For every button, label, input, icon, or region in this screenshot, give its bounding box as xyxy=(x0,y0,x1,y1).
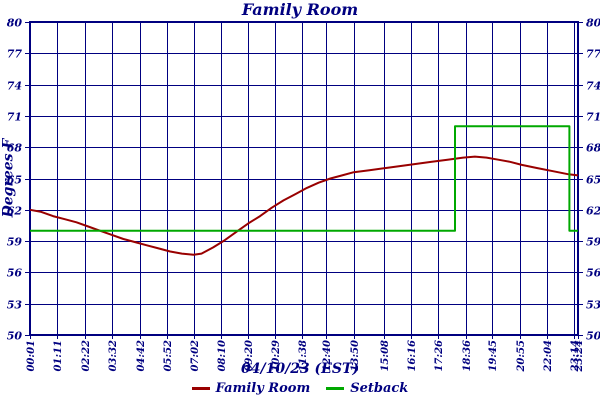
y-tick-label-left: 53 xyxy=(7,299,23,312)
y-tick-label-right: 68 xyxy=(586,142,600,155)
x-tick-label: 23:14 xyxy=(570,340,581,373)
y-tick-label-left: 68 xyxy=(7,142,23,155)
family-room-line-swatch xyxy=(191,387,210,390)
x-tick-label: 19:45 xyxy=(488,340,499,372)
x-tick-label: 08:10 xyxy=(217,340,228,372)
legend-label-family-room: Family Room xyxy=(215,381,311,396)
legend-item-family-room: Family Room xyxy=(191,381,311,396)
x-tick-label: 02:22 xyxy=(81,340,92,372)
y-tick-label-left: 56 xyxy=(7,267,23,280)
y-tick-label-left: 74 xyxy=(7,80,22,93)
y-tick-label-right: 50 xyxy=(586,330,600,343)
x-tick-label: 23:24 xyxy=(574,340,585,373)
x-tick-label: 16:16 xyxy=(407,340,418,372)
y-tick-label-left: 80 xyxy=(7,17,23,30)
x-tick-label: 17:26 xyxy=(434,340,445,372)
y-tick-label-right: 77 xyxy=(586,48,600,61)
y-tick-label-right: 80 xyxy=(586,17,600,30)
y-tick-label-right: 53 xyxy=(586,299,600,312)
y-tick-label-left: 50 xyxy=(7,330,23,343)
setback-series-line xyxy=(30,125,578,232)
x-tick-label: 01:11 xyxy=(53,340,64,372)
plot-border xyxy=(29,21,579,336)
y-tick-label-left: 65 xyxy=(7,174,22,187)
y-tick-label-right: 74 xyxy=(586,80,600,93)
x-tick-label: 13:50 xyxy=(350,340,361,372)
y-tick-label-right: 65 xyxy=(586,174,600,187)
x-axis-title: 04/10/23 (EST) xyxy=(241,361,359,377)
x-tick-label: 03:32 xyxy=(108,340,119,372)
family-room-series-line xyxy=(29,155,579,256)
gridlines xyxy=(25,22,583,339)
y-tick-label-left: 77 xyxy=(7,48,23,61)
y-tick-label-right: 59 xyxy=(586,236,600,249)
chart-title: Family Room xyxy=(241,0,359,19)
x-tick-label: 12:40 xyxy=(322,340,333,372)
x-tick-label: 15:08 xyxy=(380,340,391,372)
legend-item-setback: Setback xyxy=(326,381,408,396)
x-tick-label: 11:38 xyxy=(298,340,309,372)
x-tick-label: 05:52 xyxy=(163,340,174,372)
y-tick-label-right: 71 xyxy=(586,111,600,124)
x-tick-label: 20:55 xyxy=(516,340,527,373)
x-tick-label: 09:20 xyxy=(244,340,255,372)
x-tick-label: 04:42 xyxy=(136,340,147,372)
x-tick-label: 10:29 xyxy=(271,340,282,372)
y-tick-label-right: 62 xyxy=(586,205,600,218)
y-tick-label-left: 62 xyxy=(7,205,23,218)
y-tick-label-left: 59 xyxy=(7,236,23,249)
x-tick-label: 22:04 xyxy=(543,340,554,373)
setback-line-swatch xyxy=(326,387,345,390)
x-tick-label: 18:36 xyxy=(462,340,473,372)
x-tick-label: 00:01 xyxy=(26,340,37,372)
legend-label-setback: Setback xyxy=(350,381,409,396)
y-tick-label-right: 56 xyxy=(586,267,600,280)
y-tick-label-left: 71 xyxy=(7,111,22,124)
x-tick-label: 07:02 xyxy=(190,340,201,372)
legend: Family Room Setback xyxy=(0,381,600,396)
